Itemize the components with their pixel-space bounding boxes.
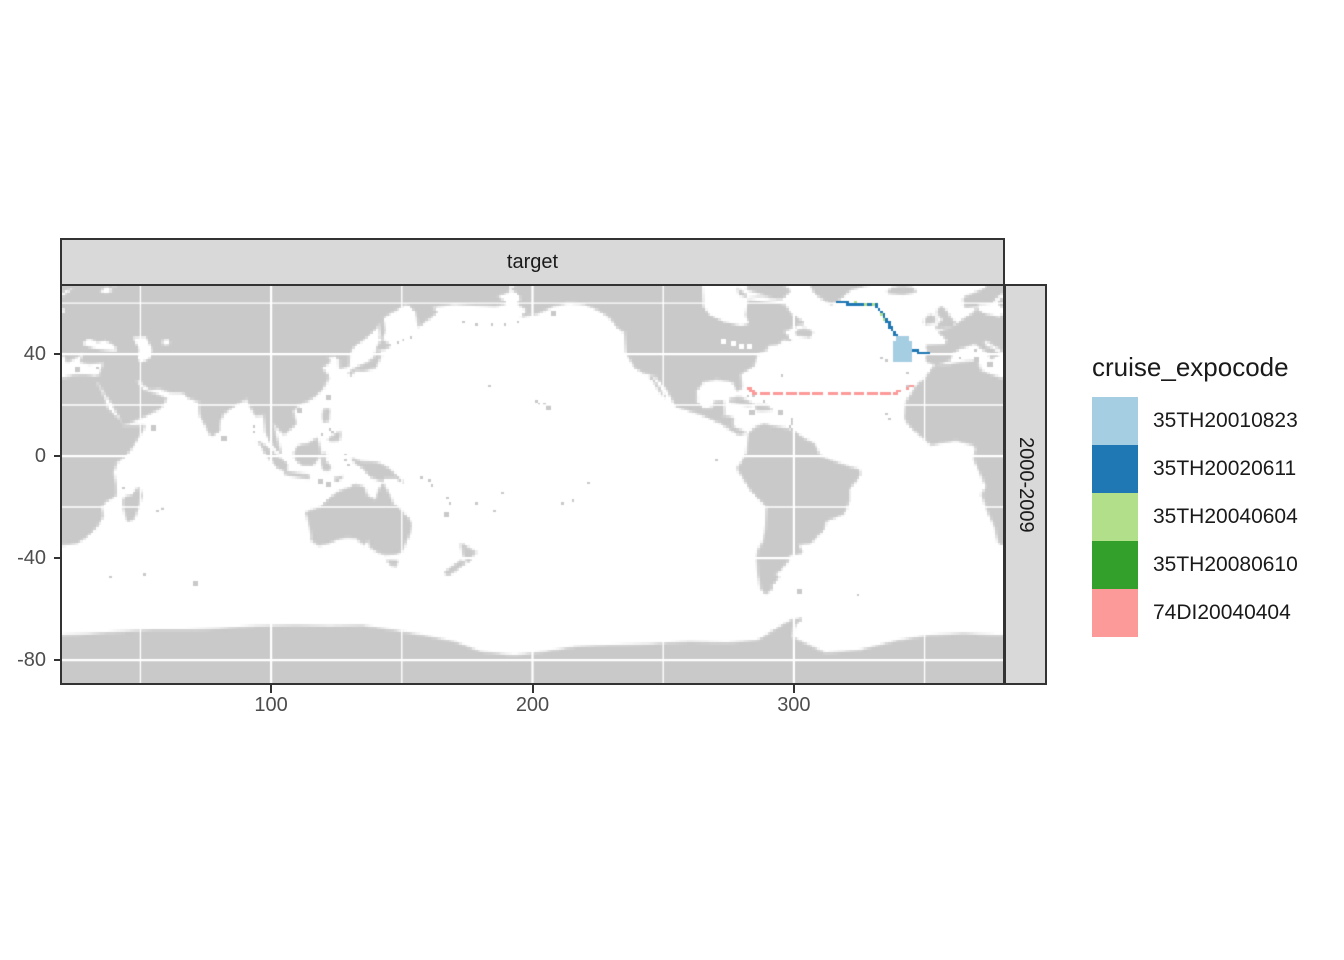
world-map-canvas	[62, 286, 1003, 683]
y-tick-mark	[54, 557, 62, 560]
legend-entry: 35TH20010823	[1092, 397, 1298, 445]
legend-entry: 35TH20020611	[1092, 445, 1298, 493]
legend-title: cruise_expocode	[1092, 352, 1289, 382]
facet-strip-target: target	[60, 238, 1005, 286]
y-tick-mark	[54, 353, 62, 356]
legend-entry: 35TH20080610	[1092, 541, 1298, 589]
legend-key-swatch	[1092, 493, 1138, 541]
y-tick-label: 0	[34, 445, 46, 468]
facet-strip-decade: 2000-2009	[1004, 284, 1047, 685]
legend-key-swatch	[1092, 445, 1138, 493]
legend-items: 35TH20010823 35TH20020611 35TH20040604 35TH…	[1092, 397, 1298, 637]
facet-strip-target-label: target	[506, 251, 559, 273]
y-tick-label: -80	[17, 649, 46, 672]
legend-label: 35TH20080610	[1153, 553, 1298, 576]
x-tick-mark	[792, 685, 795, 693]
y-tick-label: 40	[23, 343, 46, 366]
legend-label: 35TH20020611	[1153, 457, 1297, 480]
x-tick-label: 300	[777, 694, 811, 716]
y-tick-label: -40	[17, 547, 46, 570]
legend-entry: 74DI20040404	[1092, 589, 1298, 637]
legend-label: 35TH20040604	[1153, 505, 1298, 528]
y-tick-mark	[54, 455, 62, 458]
legend-label: 74DI20040404	[1153, 601, 1291, 624]
x-tick-mark	[531, 685, 534, 693]
legend-key-swatch	[1092, 589, 1138, 637]
x-tick-label: 200	[515, 694, 550, 716]
legend-key-swatch	[1092, 541, 1138, 589]
x-tick-label: 100	[254, 694, 288, 716]
legend-label: 35TH20010823	[1153, 409, 1298, 432]
legend: cruise_expocode 35TH20010823 35TH20020611…	[1092, 352, 1298, 637]
y-tick-mark	[54, 659, 62, 662]
legend-key-swatch	[1092, 397, 1138, 445]
x-tick-mark	[270, 685, 273, 693]
legend-entry: 35TH20040604	[1092, 493, 1298, 541]
facet-strip-decade-label: 2000-2009	[1015, 436, 1037, 533]
